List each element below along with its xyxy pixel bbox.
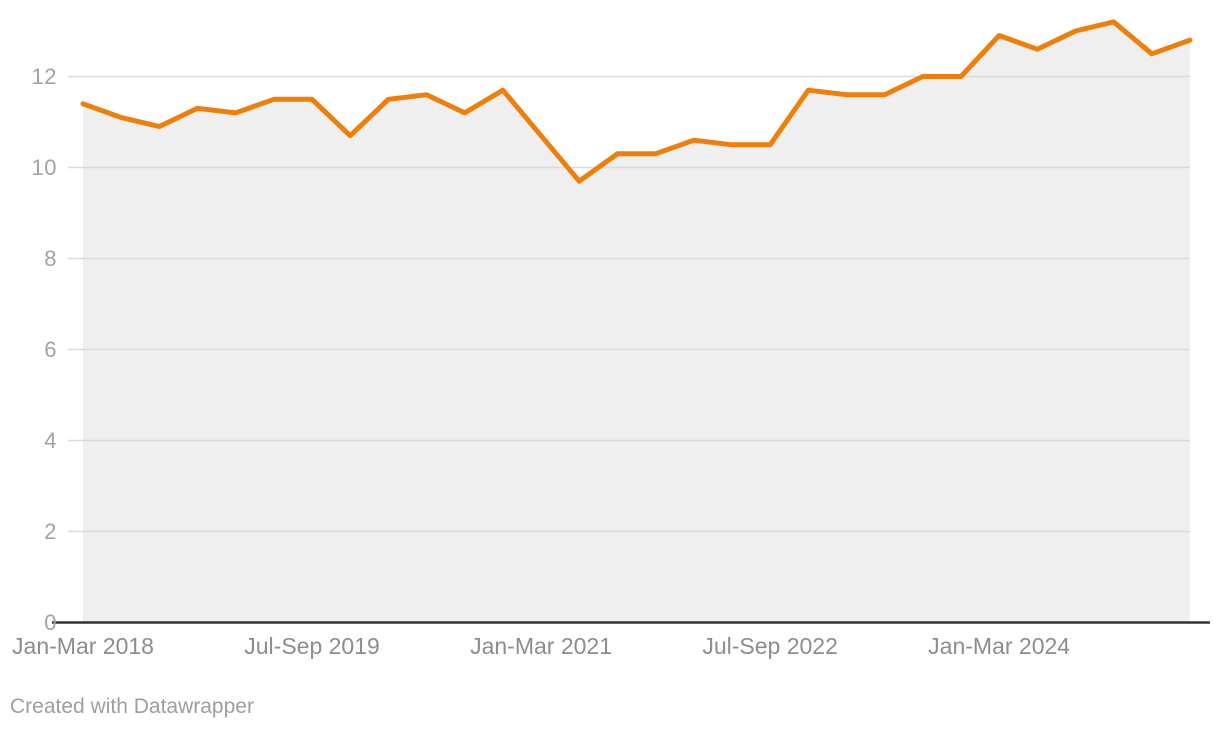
x-axis-tick-label: Jul-Sep 2019 [244, 633, 380, 659]
x-axis-tick-label: Jul-Sep 2022 [702, 633, 838, 659]
y-axis-tick-label: 4 [44, 427, 57, 453]
y-axis-tick-label: 2 [44, 518, 57, 544]
x-axis-tick-label: Jan-Mar 2018 [12, 633, 154, 659]
y-axis-tick-label: 6 [44, 336, 57, 362]
area-fill [83, 21, 1190, 623]
gridlines [68, 75, 1190, 533]
y-axis-tick-label: 10 [31, 154, 57, 180]
x-axis-tick-label: Jan-Mar 2024 [928, 633, 1071, 659]
y-axis-tick-label: 12 [31, 63, 57, 89]
y-axis-tick-label: 8 [44, 245, 57, 271]
y-axis-tick-label: 0 [44, 609, 57, 635]
x-axis-tick-label: Jan-Mar 2021 [470, 633, 613, 659]
datawrapper-credit: Created with Datawrapper [10, 695, 254, 718]
line-series [80, 19, 1193, 184]
